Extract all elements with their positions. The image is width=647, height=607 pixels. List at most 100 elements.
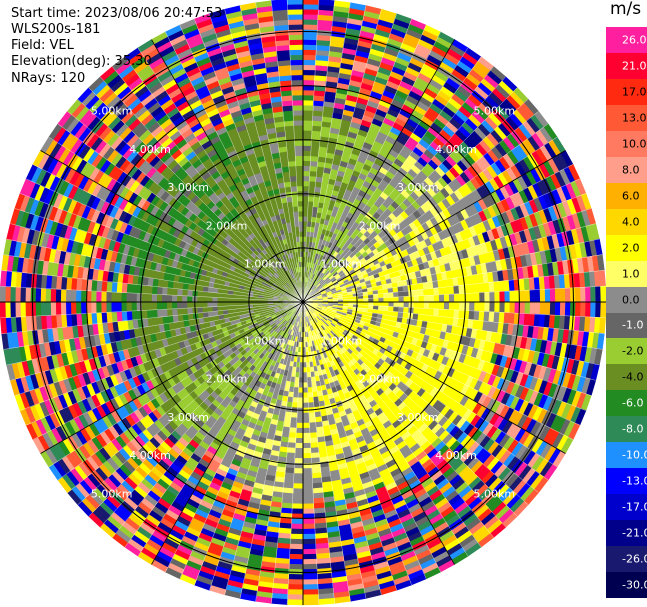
velocity-gate: [295, 427, 304, 434]
velocity-gate: [559, 287, 566, 303]
velocity-gate: [373, 301, 380, 307]
velocity-gate: [294, 452, 304, 459]
velocity-gate: [403, 306, 410, 314]
velocity-gate: [302, 518, 315, 525]
velocity-gate: [474, 292, 481, 303]
velocity-gate: [287, 594, 304, 601]
velocity-gate: [428, 294, 435, 303]
velocity-gate: [368, 301, 375, 307]
velocity-gate: [302, 180, 310, 187]
velocity-gate: [598, 317, 606, 335]
velocity-gate: [302, 468, 313, 475]
velocity-gate: [302, 119, 313, 126]
velocity-gate: [291, 503, 304, 510]
velocity-gate: [302, 23, 318, 31]
velocity-gate: [363, 298, 369, 303]
velocity-gate: [383, 292, 390, 299]
velocity-gate: [368, 297, 375, 303]
velocity-gate: [564, 301, 571, 317]
velocity-gate: [289, 538, 304, 545]
velocity-gate: [289, 553, 304, 560]
velocity-gate: [393, 291, 400, 298]
velocity-gate: [302, 362, 307, 368]
velocity-gate: [318, 597, 336, 605]
velocity-gate: [307, 392, 314, 399]
velocity-gate: [308, 175, 317, 182]
velocity-gate: [423, 288, 430, 297]
velocity-gate: [302, 129, 313, 136]
velocity-gate: [403, 296, 410, 303]
velocity-gate: [388, 292, 395, 298]
velocity-gate: [298, 367, 304, 374]
velocity-gate: [302, 114, 314, 121]
velocity-gate: [302, 200, 309, 207]
velocity-gate: [302, 175, 310, 182]
velocity-gate: [302, 145, 312, 152]
velocity-gate: [286, 452, 296, 459]
velocity-gate: [302, 185, 310, 192]
velocity-gate: [499, 301, 506, 313]
velocity-gate: [302, 140, 312, 147]
velocity-gate: [479, 292, 486, 303]
velocity-gate: [433, 301, 440, 310]
velocity-gate: [453, 309, 460, 319]
velocity-gate: [474, 301, 481, 312]
velocity-gate: [598, 269, 606, 287]
velocity-gate: [590, 301, 597, 318]
velocity-gate: [383, 301, 390, 307]
velocity-gate: [302, 8, 319, 15]
velocity-gate: [288, 573, 304, 581]
velocity-gate: [428, 301, 435, 310]
velocity-gate: [302, 488, 314, 495]
velocity-gate: [290, 523, 304, 530]
velocity-gate: [438, 301, 445, 310]
velocity-gate: [308, 412, 316, 419]
velocity-gate: [287, 589, 304, 596]
velocity-gate: [302, 44, 317, 51]
velocity-gate: [443, 286, 450, 295]
velocity-gate: [302, 599, 320, 606]
velocity-gate: [302, 109, 314, 116]
velocity-gate: [433, 294, 440, 303]
velocity-gate: [302, 104, 314, 111]
velocity-gate: [443, 309, 450, 318]
velocity-gate: [296, 412, 304, 419]
velocity-gate: [292, 392, 299, 399]
velocity-gate: [534, 301, 541, 315]
velocity-gate: [453, 293, 460, 303]
velocity-gate: [302, 523, 316, 530]
velocity-gate: [423, 295, 430, 303]
velocity-gate: [292, 493, 304, 500]
velocity-gate: [302, 13, 319, 20]
velocity-gate: [298, 377, 304, 384]
velocity-gate: [373, 297, 380, 303]
velocity-gate: [302, 195, 309, 202]
velocity-gate: [438, 308, 445, 318]
velocity-gate: [307, 195, 315, 202]
velocity-gate: [388, 301, 395, 308]
velocity-gate: [307, 397, 314, 404]
velocity-gate: [302, 412, 310, 419]
velocity-gate: [307, 387, 313, 394]
velocity-gate: [292, 483, 304, 490]
velocity-gate: [310, 452, 320, 459]
velocity-gate: [307, 210, 313, 217]
velocity-gate: [287, 584, 304, 591]
velocity-gate: [309, 427, 318, 434]
velocity-gate: [302, 584, 319, 591]
velocity-gate: [302, 452, 312, 459]
velocity-gate: [308, 417, 317, 424]
velocity-gate: [489, 291, 496, 303]
velocity-gate: [539, 301, 546, 316]
velocity-gate: [302, 89, 315, 96]
velocity-gate: [296, 422, 304, 429]
velocity-gate: [302, 74, 316, 81]
velocity-gate: [433, 287, 440, 296]
velocity-gate: [448, 285, 455, 295]
velocity-gate: [423, 307, 430, 316]
velocity-gate: [302, 437, 311, 444]
velocity-gate: [287, 579, 304, 586]
velocity-gate: [443, 301, 450, 311]
velocity-gate: [302, 59, 317, 66]
